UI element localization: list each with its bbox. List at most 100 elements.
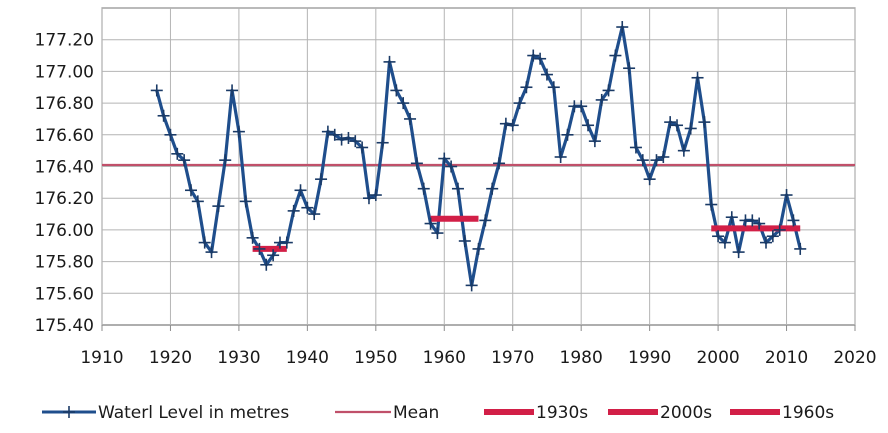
gridlines (101, 7, 856, 331)
legend-item: Waterl Level in metres (42, 403, 289, 423)
data-point (150, 84, 163, 97)
data-point (376, 136, 389, 149)
data-point (417, 182, 430, 195)
data-point (499, 117, 512, 130)
data-point (684, 122, 697, 135)
data-point (397, 97, 410, 110)
data-point (766, 230, 779, 243)
y-tick-label: 177.00 (35, 62, 94, 82)
data-point (520, 81, 533, 94)
y-tick-label: 176.40 (35, 158, 94, 178)
data-point (746, 214, 759, 227)
data-point (280, 236, 293, 249)
data-point (629, 141, 642, 154)
legend-item: 1930s (484, 403, 588, 423)
y-tick-label: 175.80 (35, 253, 94, 273)
data-point (369, 189, 382, 202)
data-point (554, 150, 567, 163)
data-point (705, 198, 718, 211)
data-point (493, 157, 506, 170)
data-point (671, 119, 684, 132)
data-point (267, 249, 280, 262)
data-point (356, 141, 369, 154)
data-point (219, 154, 232, 167)
data-point (582, 119, 595, 132)
data-point (308, 208, 321, 221)
data-point (643, 173, 656, 186)
data-point (465, 279, 478, 292)
data-point (184, 184, 197, 197)
data-point (588, 135, 601, 148)
data-point (294, 184, 307, 197)
data-point (438, 152, 451, 165)
data-point (205, 246, 218, 259)
data-point (342, 131, 355, 144)
data-point (198, 236, 211, 249)
data-point (623, 62, 636, 75)
data-point (362, 192, 375, 205)
data-point (787, 214, 800, 227)
data-point (794, 242, 807, 255)
x-tick-label: 1990 (628, 348, 671, 368)
legend-item: 2000s (608, 403, 712, 423)
data-point (698, 116, 711, 129)
data-point (246, 231, 259, 244)
data-point (773, 223, 786, 236)
data-point (232, 125, 245, 138)
x-tick-label: 1950 (354, 348, 397, 368)
y-tick-label: 176.00 (35, 221, 94, 241)
data-point (349, 135, 362, 148)
legend-label: 1960s (782, 403, 834, 423)
x-tick-label: 1970 (491, 348, 534, 368)
data-point (410, 157, 423, 170)
data-point (677, 144, 690, 157)
data-point (315, 173, 328, 186)
data-point (191, 195, 204, 208)
x-tick-label: 1920 (149, 348, 192, 368)
data-point (636, 154, 649, 167)
data-point (753, 217, 766, 230)
data-point (445, 160, 458, 173)
x-tick-label: 1940 (286, 348, 329, 368)
data-point (718, 236, 731, 249)
data-point (424, 217, 437, 230)
y-tick-label: 175.60 (35, 284, 94, 304)
data-point (650, 154, 663, 167)
data-point (328, 128, 341, 141)
data-point (157, 109, 170, 122)
data-point (287, 204, 300, 217)
data-point (534, 52, 547, 65)
legend-label: Waterl Level in metres (98, 403, 289, 423)
data-point (527, 49, 540, 62)
data-point (431, 227, 444, 240)
x-tick-label: 2020 (833, 348, 876, 368)
data-point (226, 84, 239, 97)
data-point (253, 242, 266, 255)
data-point (602, 84, 615, 97)
data-point (178, 154, 191, 167)
x-tick-label: 1960 (423, 348, 466, 368)
legend-item: 1960s (730, 403, 834, 423)
data-point (732, 246, 745, 259)
legend: Waterl Level in metres Mean 1930s 2000s 1960… (42, 403, 834, 423)
legend-item: Mean (335, 403, 439, 423)
data-point (540, 68, 553, 81)
y-tick-label: 176.60 (35, 126, 94, 146)
y-tick-label: 177.20 (35, 31, 94, 51)
x-tick-label: 2000 (696, 348, 739, 368)
plot-area (102, 21, 855, 292)
data-point (609, 49, 622, 62)
legend-label: 2000s (660, 403, 712, 423)
data-point (239, 195, 252, 208)
data-point (335, 133, 348, 146)
data-point (390, 84, 403, 97)
data-point (547, 81, 560, 94)
data-point (458, 234, 471, 247)
legend-label: Mean (393, 403, 439, 423)
x-tick-label: 1930 (217, 348, 260, 368)
data-point (513, 97, 526, 110)
data-point (760, 236, 773, 249)
data-point (506, 119, 519, 132)
y-tick-label: 176.80 (35, 94, 94, 114)
